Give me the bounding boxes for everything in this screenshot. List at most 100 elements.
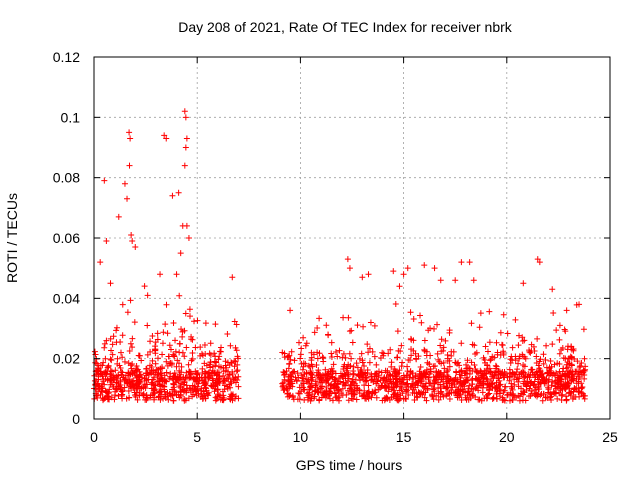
data-point xyxy=(287,356,294,363)
data-point xyxy=(463,361,470,368)
data-point xyxy=(501,397,508,404)
data-point xyxy=(561,371,568,378)
data-point xyxy=(382,383,389,390)
data-point xyxy=(317,379,324,386)
data-point xyxy=(138,357,145,364)
data-point xyxy=(213,372,220,379)
data-point xyxy=(513,376,520,383)
data-point xyxy=(144,322,151,329)
data-point xyxy=(391,390,398,397)
data-point xyxy=(508,383,515,390)
data-point xyxy=(377,384,384,391)
data-point xyxy=(107,280,114,287)
data-point xyxy=(550,310,557,317)
data-point xyxy=(535,362,542,369)
data-point xyxy=(469,341,476,348)
data-point xyxy=(181,162,188,169)
data-point xyxy=(576,301,583,308)
data-point xyxy=(102,355,109,362)
data-point xyxy=(176,374,183,381)
data-point xyxy=(535,386,542,393)
data-point xyxy=(319,354,326,361)
data-point xyxy=(366,359,373,366)
data-point xyxy=(215,356,222,363)
data-point xyxy=(368,394,375,401)
data-point xyxy=(519,334,526,341)
data-point xyxy=(412,372,419,379)
data-point xyxy=(302,342,309,349)
data-point xyxy=(203,362,210,369)
data-point xyxy=(453,368,460,375)
data-point xyxy=(171,373,178,380)
data-point xyxy=(129,361,136,368)
data-point xyxy=(430,325,437,332)
data-point xyxy=(101,381,108,388)
data-point xyxy=(471,362,478,369)
data-point xyxy=(325,331,332,338)
data-point xyxy=(328,365,335,372)
data-point xyxy=(549,286,556,293)
data-point xyxy=(209,377,216,384)
data-point xyxy=(207,359,214,366)
data-point xyxy=(360,323,367,330)
data-point xyxy=(151,396,158,403)
data-point xyxy=(478,397,485,404)
data-point xyxy=(169,192,176,199)
data-point xyxy=(170,351,177,358)
data-point xyxy=(382,395,389,402)
data-point xyxy=(465,388,472,395)
data-point xyxy=(519,368,526,375)
data-point xyxy=(446,396,453,403)
data-point xyxy=(511,381,518,388)
data-point xyxy=(216,373,223,380)
data-point xyxy=(493,383,500,390)
data-point xyxy=(472,375,479,382)
data-point xyxy=(296,339,303,346)
data-point xyxy=(287,372,294,379)
data-point xyxy=(350,368,357,375)
data-point xyxy=(339,354,346,361)
data-point xyxy=(559,368,566,375)
data-point xyxy=(576,393,583,400)
data-point xyxy=(117,378,124,385)
data-point xyxy=(322,393,329,400)
data-point xyxy=(562,393,569,400)
data-point xyxy=(398,384,405,391)
data-point xyxy=(487,369,494,376)
data-point xyxy=(519,397,526,404)
data-point xyxy=(214,369,221,376)
data-point xyxy=(170,397,177,404)
data-point xyxy=(353,396,360,403)
data-point xyxy=(349,395,356,402)
data-point xyxy=(171,370,178,377)
data-point xyxy=(509,344,516,351)
data-point xyxy=(108,347,115,354)
data-point xyxy=(117,338,124,345)
data-point xyxy=(437,342,444,349)
data-point xyxy=(582,363,589,370)
data-point xyxy=(482,343,489,350)
data-point xyxy=(121,358,128,365)
data-point xyxy=(465,377,472,384)
data-point xyxy=(373,361,380,368)
data-point xyxy=(199,352,206,359)
data-point xyxy=(456,371,463,378)
data-point xyxy=(515,360,522,367)
data-point xyxy=(460,377,467,384)
data-point xyxy=(468,385,475,392)
data-point xyxy=(419,372,426,379)
data-point xyxy=(423,369,430,376)
data-point xyxy=(552,389,559,396)
data-point xyxy=(166,390,173,397)
data-point xyxy=(531,386,538,393)
data-point xyxy=(159,364,166,371)
data-point xyxy=(216,348,223,355)
data-point xyxy=(519,338,526,345)
data-point xyxy=(356,377,363,384)
data-point xyxy=(181,108,188,115)
data-point xyxy=(162,321,169,328)
data-point xyxy=(443,392,450,399)
data-point xyxy=(318,376,325,383)
x-tick-label: 15 xyxy=(396,429,412,445)
data-point xyxy=(147,348,154,355)
